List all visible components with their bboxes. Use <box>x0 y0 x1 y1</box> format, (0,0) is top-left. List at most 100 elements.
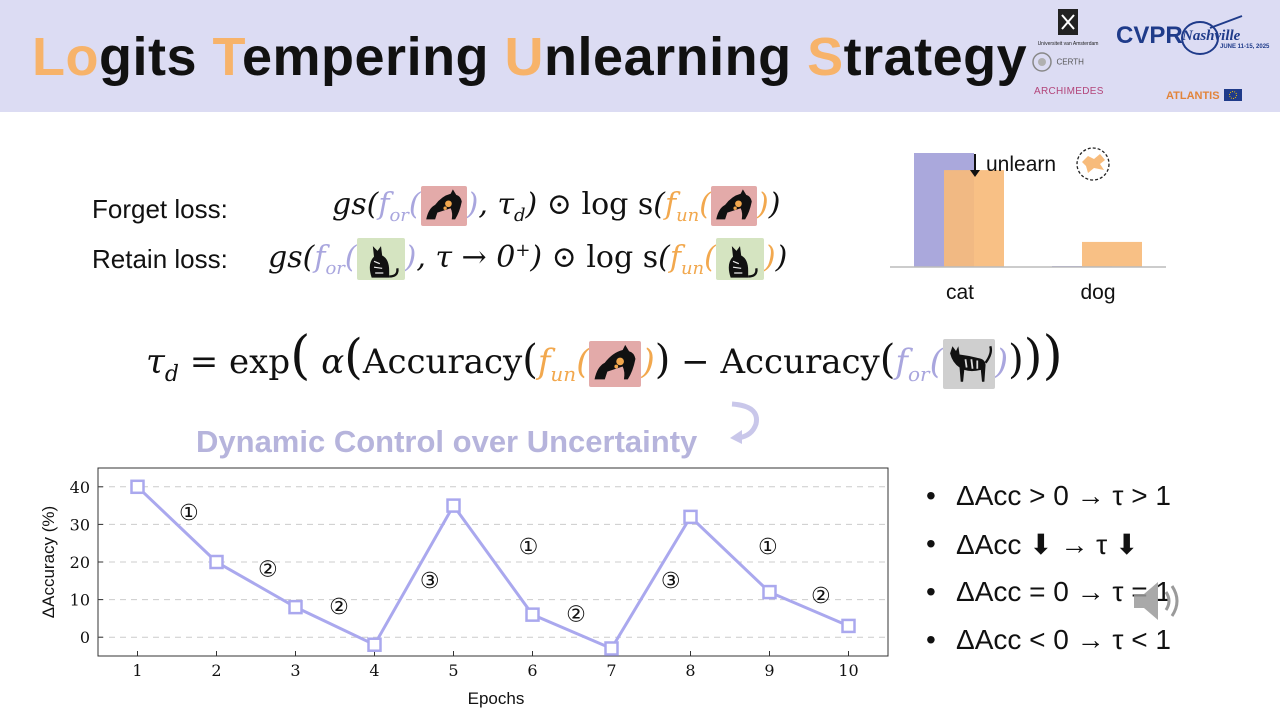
f-un-sub: un <box>680 258 705 279</box>
f-un: f <box>664 187 677 222</box>
phase-annotation: ③ <box>420 569 440 594</box>
x-tick-label: 6 <box>527 661 537 680</box>
bullet-text: ΔAcc ⬇ → τ ⬇ <box>956 528 1139 560</box>
title-part: Lo <box>32 27 99 87</box>
data-point <box>525 607 540 622</box>
data-point <box>604 641 619 656</box>
phase-annotation: ② <box>566 603 586 628</box>
title-part: U <box>504 27 545 87</box>
mini-category-label: dog <box>1080 281 1115 304</box>
f-or: f <box>314 240 326 275</box>
y-tick-label: 20 <box>70 553 90 572</box>
dynamic-control-subtitle: Dynamic Control over Uncertainty <box>196 424 698 459</box>
data-point <box>130 479 145 495</box>
accuracy-op: Accuracy <box>362 342 523 382</box>
title-part: empering <box>241 27 505 87</box>
cat-stretch-icon <box>595 344 636 380</box>
gs-op: gs <box>332 187 367 222</box>
cvpr-logo: CVPR Nashville JUNE 11-15, 2025 <box>1116 14 1276 62</box>
retain-loss-label: Retain loss: <box>92 244 228 274</box>
odot-log-s: ⊙ log s <box>551 240 659 275</box>
title-part: nlearning <box>544 27 808 87</box>
x-tick-label: 3 <box>290 661 300 680</box>
bullet-dot: • <box>926 480 936 511</box>
forgotten-sample-icon <box>1082 154 1105 173</box>
data-point <box>841 618 856 634</box>
down-arrow-head-icon <box>970 170 980 177</box>
bullet-item: • ΔAcc < 0 → τ < 1 <box>926 616 1171 664</box>
data-point <box>683 509 698 525</box>
cat-stretch-icon <box>716 189 752 220</box>
data-point <box>762 584 777 600</box>
bullet-item: • ΔAcc > 0 → τ > 1 <box>926 472 1171 520</box>
phase-annotation: ② <box>258 558 278 583</box>
exp-op: exp <box>229 342 291 382</box>
forgotten-sample-circle <box>1076 147 1110 181</box>
forget-loss-formula: gs(for(), τd) ⊙ log s(fun()) <box>332 186 781 226</box>
eu-flag-icon <box>1224 88 1243 101</box>
forget-image-tile <box>711 186 757 226</box>
retain-image-tile <box>942 339 995 389</box>
x-tick-label: 5 <box>448 661 458 680</box>
mini-bar <box>944 170 1004 267</box>
atlantis-logo-text: ATLANTIS <box>1166 90 1220 102</box>
atlantis-logo: ATLANTIS <box>1166 86 1243 104</box>
uva-logo: Universiteit van Amsterdam <box>1030 8 1106 47</box>
x-axis-label: Epochs <box>468 689 525 708</box>
alpha: α <box>321 342 345 382</box>
retain-image-tile <box>715 238 764 280</box>
title-part: gits <box>98 27 213 87</box>
f-or-sub: or <box>907 361 930 386</box>
cvpr-logo-text: CVPR <box>1116 22 1183 49</box>
phase-annotation: ① <box>519 535 539 560</box>
phase-annotation: ② <box>811 584 831 609</box>
f-un-sub: un <box>676 205 700 226</box>
tau-d: τ <box>146 342 165 382</box>
tau-d-sub: d <box>164 361 179 387</box>
x-tick-label: 7 <box>606 661 616 680</box>
mini-bar <box>1082 241 1142 267</box>
slide-header: Logits Tempering Unlearning Strategy Uni… <box>0 0 1280 112</box>
slide-title: Logits Tempering Unlearning Strategy <box>32 26 1027 88</box>
f-or-sub: or <box>389 205 409 226</box>
certh-logo: CERTH <box>1032 52 1084 72</box>
f-un-sub: un <box>550 361 577 386</box>
archimedes-logo: ARCHIMEDES <box>1034 86 1104 97</box>
y-tick-label: 30 <box>70 515 90 534</box>
mini-bar-chart: unlearn cat dog <box>890 147 1166 304</box>
f-un: f <box>537 342 551 382</box>
data-point <box>446 498 461 513</box>
unlearn-label: unlearn <box>986 153 1056 176</box>
retain-loss-formula: gs(for(), τ → 0+) ⊙ log s(fun()) <box>268 238 788 280</box>
tau-d-sub: d <box>514 205 526 226</box>
cat-sit-icon <box>727 245 758 279</box>
retain-image-tile <box>356 238 405 280</box>
accuracy-line-chart: 0 10 20 30 40 1 2 3 4 5 6 7 8 9 10 ① ② ② ③ ① ② ③ ① ② Epochs Δ… <box>39 467 889 708</box>
y-tick-label: 10 <box>70 591 90 610</box>
odot-log-s: ⊙ log s <box>546 187 654 222</box>
tau-rules-list: • ΔAcc > 0 → τ > 1 • ΔAcc ⬇ → τ ⬇ • ΔAcc = … <box>926 472 1171 664</box>
cvpr-city-text: Nashville <box>1182 28 1241 44</box>
phase-annotation: ② <box>329 595 349 620</box>
tau-limit-sup: + <box>515 240 531 261</box>
equals-sign: = <box>189 342 219 382</box>
guitar-icon <box>1181 15 1243 55</box>
cat-stand-icon <box>948 345 992 383</box>
speaker-icon[interactable] <box>1130 576 1190 626</box>
bullet-item: • ΔAcc ⬇ → τ ⬇ <box>926 520 1171 568</box>
f-or: f <box>378 187 390 222</box>
phase-annotation: ① <box>758 535 778 560</box>
y-axis-label: ΔAccuracy (%) <box>39 506 58 618</box>
data-point <box>288 599 303 615</box>
mini-category-label: cat <box>946 281 974 304</box>
cvpr-dates-text: JUNE 11-15, 2025 <box>1220 44 1270 50</box>
x-tick-label: 8 <box>685 661 695 680</box>
tau-d: τ <box>497 187 515 222</box>
minus-sign: − <box>681 342 710 382</box>
bullet-text: ΔAcc < 0 → τ < 1 <box>956 624 1171 655</box>
title-part: trategy <box>843 27 1028 87</box>
cat-stretch-icon <box>425 189 462 220</box>
forget-image-tile <box>589 341 642 387</box>
x-tick-label: 10 <box>838 661 858 680</box>
certh-logo-text: CERTH <box>1056 57 1084 67</box>
